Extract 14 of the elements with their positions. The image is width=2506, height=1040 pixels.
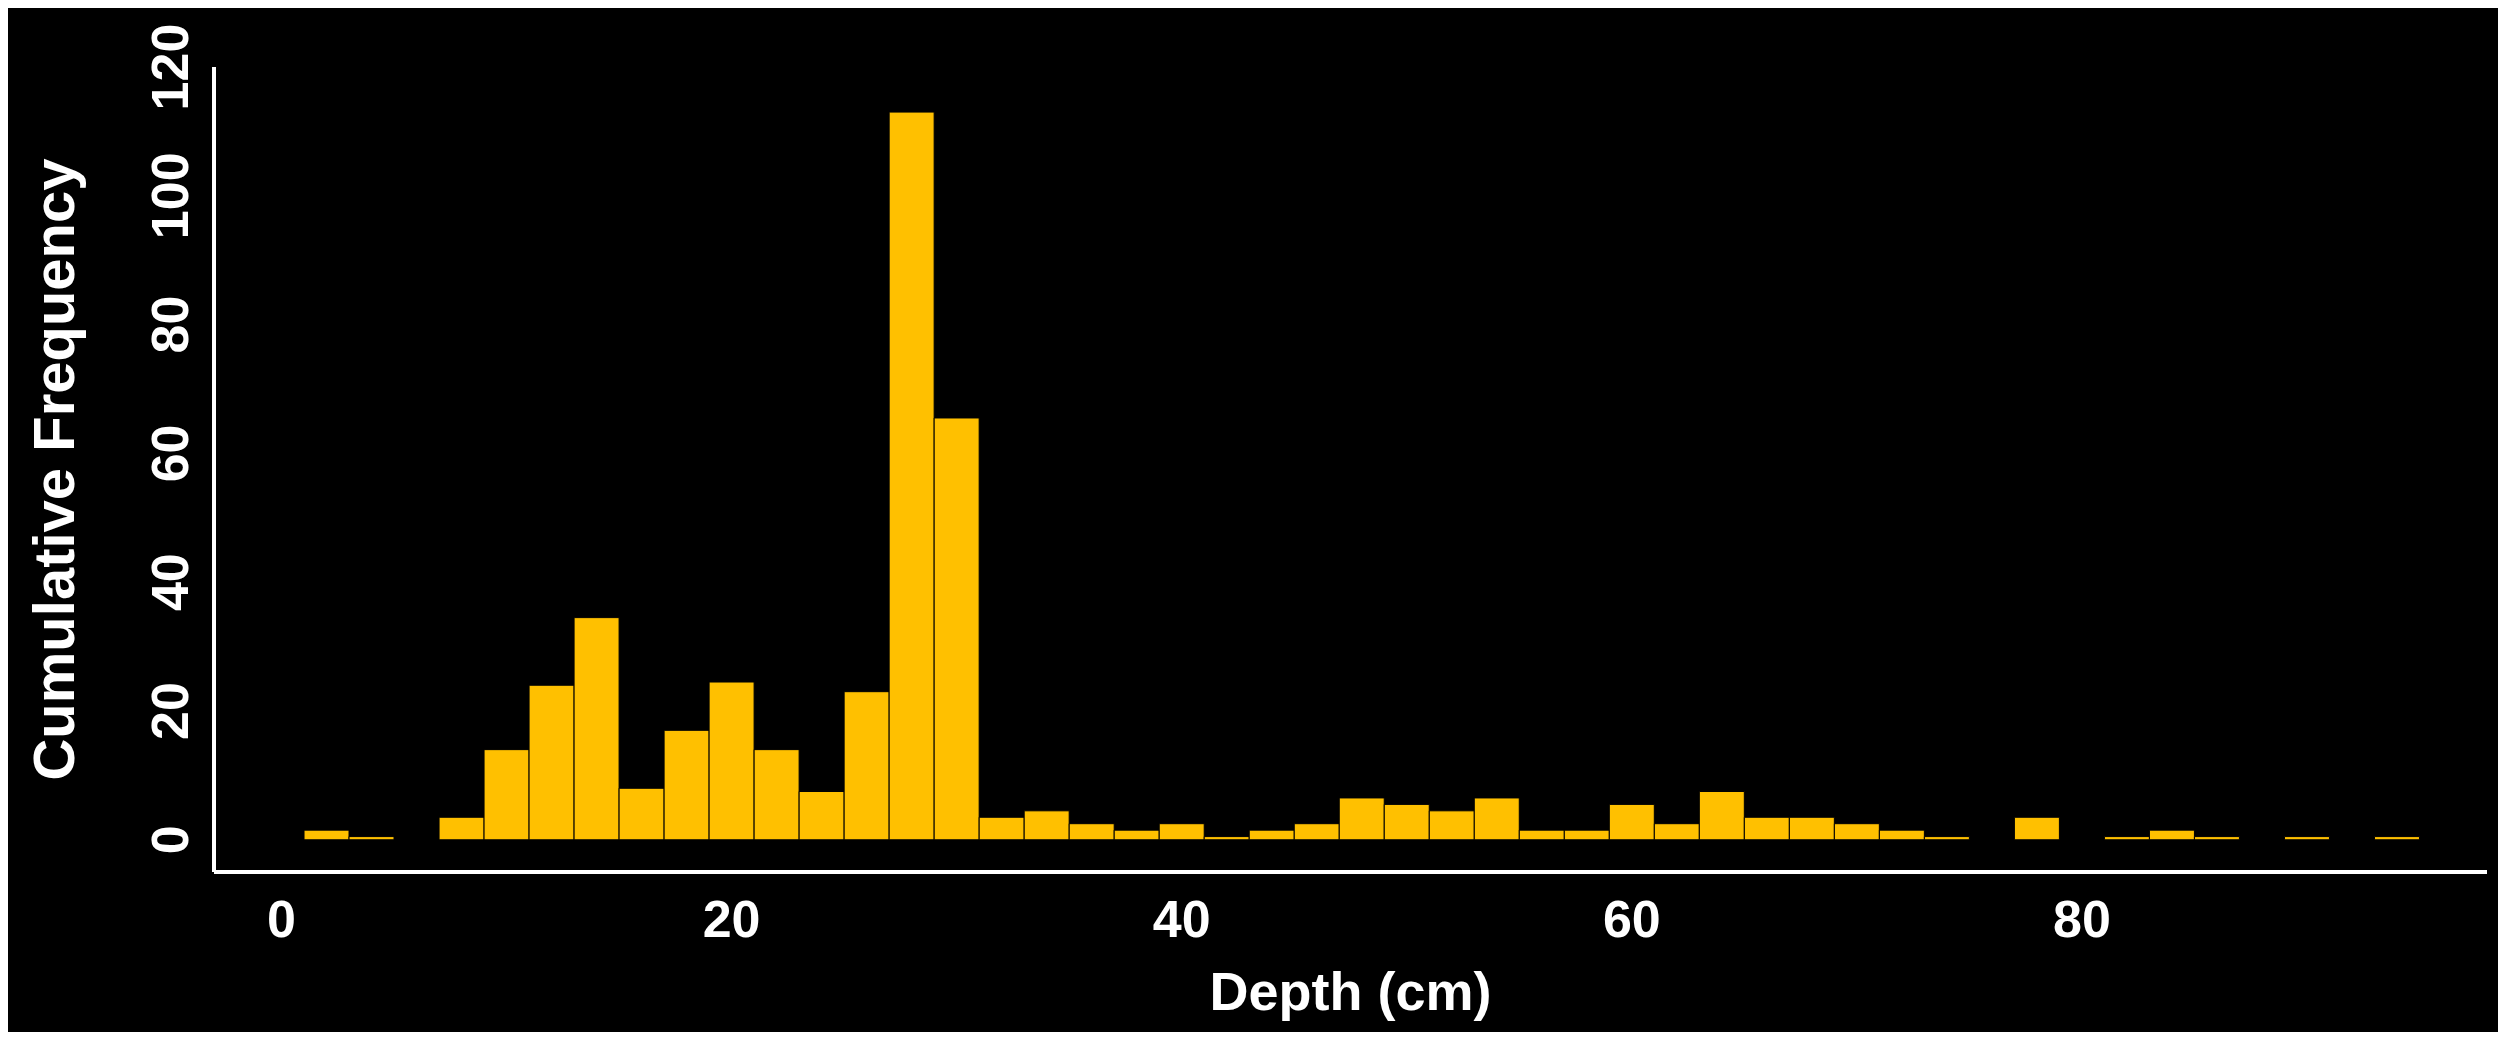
y-tick-label: 60 <box>141 424 199 483</box>
y-tick-label: 80 <box>141 295 199 354</box>
y-tick-label: 40 <box>141 553 199 612</box>
y-tick-label: 120 <box>141 23 199 111</box>
x-tick-label: 0 <box>267 889 296 948</box>
y-axis-title: Cumulative Frequency <box>20 158 86 781</box>
x-tick-label: 20 <box>702 889 761 948</box>
y-tick-label: 0 <box>141 825 199 855</box>
y-tick-label: 100 <box>141 152 199 240</box>
x-axis-title: Depth (cm) <box>1209 961 1492 1021</box>
x-tick-label: 40 <box>1152 889 1211 948</box>
x-tick-label: 60 <box>1602 889 1661 948</box>
x-tick-label: 80 <box>2052 889 2111 948</box>
y-tick-label: 20 <box>141 682 199 740</box>
